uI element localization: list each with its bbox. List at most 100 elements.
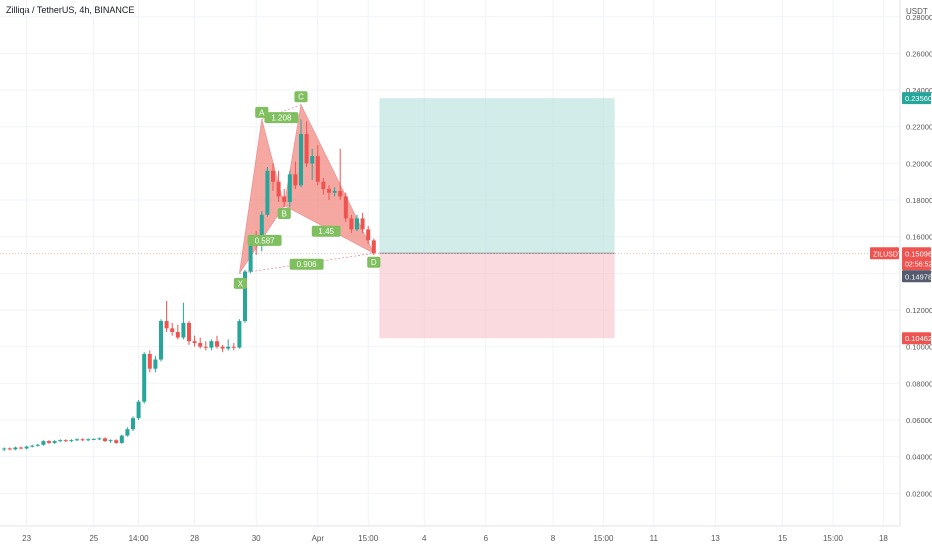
candle — [41, 441, 46, 445]
ratio-label-bg — [247, 234, 282, 246]
time-axis[interactable]: 23 25 14:00 28 30 Apr 15:00 4 6 8 15:00 11 13 15 15:00… — [0, 525, 900, 543]
candle — [30, 445, 35, 447]
time-tick-label: 11 — [650, 534, 659, 543]
candle — [97, 438, 102, 440]
price-tick-label: 0.26000 — [906, 49, 932, 58]
candle — [282, 196, 287, 202]
candle — [86, 439, 91, 441]
price-tick-label: 0.08000 — [906, 379, 932, 388]
candle — [103, 438, 107, 442]
price-tick-label: 0.18000 — [906, 196, 932, 205]
candle — [360, 218, 365, 230]
time-tick-label: 6 — [484, 534, 489, 543]
countdown-label: 02:56:52 — [905, 261, 932, 268]
ratio-label: 0.906 — [297, 260, 318, 269]
candle — [209, 341, 214, 348]
candle — [52, 441, 57, 443]
candle — [7, 448, 12, 450]
point-d-label: D — [371, 258, 377, 267]
candle — [293, 174, 298, 186]
candle — [19, 447, 23, 449]
stop-price-badge: 0.10462 — [905, 334, 932, 343]
candle — [287, 174, 292, 202]
candle — [114, 440, 119, 443]
candle — [338, 190, 343, 197]
time-tick-label: 15 — [778, 534, 787, 543]
current-price-badge-bg — [902, 247, 931, 271]
time-tick-label: 14:00 — [129, 534, 150, 543]
candle — [69, 440, 74, 442]
time-tick-label: 4 — [422, 534, 427, 543]
pattern-labels: X A B C D 0.587 1.208 1.45 0.906 — [233, 91, 381, 289]
symbol-badge-bg — [870, 247, 899, 260]
candle — [80, 439, 85, 441]
candle — [259, 214, 264, 246]
price-tick-label: 0.06000 — [906, 416, 932, 425]
candle — [136, 401, 141, 419]
time-tick-label: 13 — [711, 534, 720, 543]
candle — [35, 444, 40, 446]
candle — [343, 196, 348, 219]
time-tick-label: 8 — [551, 534, 556, 543]
time-tick-label: 23 — [22, 534, 31, 543]
candle — [187, 322, 191, 342]
ratio-label-bg — [311, 225, 341, 237]
point-b-label-bg — [277, 208, 291, 220]
alt-price-badge: 0.14978 — [905, 272, 932, 281]
candle — [63, 440, 68, 442]
target-price-badge: 0.23560 — [905, 94, 932, 103]
candle — [231, 346, 236, 348]
candle — [276, 181, 281, 197]
candle — [332, 190, 337, 193]
point-c-label-bg — [294, 91, 308, 103]
ratio-label-bg — [289, 258, 324, 270]
price-tick-label: 0.04000 — [906, 453, 932, 462]
candle — [203, 346, 208, 348]
candle — [164, 321, 169, 329]
pattern-line-xd — [239, 252, 374, 274]
candle — [175, 332, 180, 338]
candle — [47, 441, 51, 443]
price-tick-label: 0.20000 — [906, 159, 932, 168]
price-axis[interactable]: USDT0.020000.040000.060000.080000.100000… — [870, 0, 932, 526]
candle — [349, 218, 354, 230]
ratio-label: 0.587 — [255, 236, 276, 245]
candle — [220, 346, 225, 349]
ratio-label-bg — [264, 112, 299, 124]
position-zones[interactable] — [0, 98, 900, 339]
candle — [299, 134, 303, 186]
price-tick-label: 0.10000 — [906, 343, 932, 352]
price-tick-label: 0.28000 — [906, 13, 932, 22]
alt-price-badge-bg — [902, 270, 931, 283]
candle — [215, 341, 219, 347]
ratio-label: 1.208 — [271, 114, 292, 123]
time-tick-label: Apr — [312, 534, 325, 543]
candles — [2, 119, 376, 452]
time-tick-label: 30 — [252, 534, 261, 543]
candle — [2, 448, 7, 450]
candle — [355, 218, 359, 230]
time-tick-label: 28 — [190, 534, 199, 543]
point-d-label-bg — [367, 256, 381, 268]
time-tick-label: 18 — [879, 534, 888, 543]
current-price-badge: 0.15096 — [905, 249, 932, 258]
profit-zone — [379, 98, 615, 254]
candle — [271, 170, 275, 182]
time-tick-label: 15:00 — [358, 534, 379, 543]
price-tick-label: 0.02000 — [906, 489, 932, 498]
candle — [75, 439, 79, 441]
candle — [13, 447, 18, 450]
candle — [181, 322, 186, 338]
candle — [170, 328, 175, 333]
price-tick-label: 0.22000 — [906, 123, 932, 132]
price-tick-label: 0.16000 — [906, 233, 932, 242]
candle — [321, 181, 326, 190]
candle — [147, 354, 152, 369]
candle — [265, 170, 270, 215]
price-tick-label: 0.24000 — [906, 86, 932, 95]
candle — [243, 271, 247, 322]
point-x-label: X — [238, 279, 244, 288]
candle — [108, 440, 113, 442]
candle — [142, 354, 147, 402]
